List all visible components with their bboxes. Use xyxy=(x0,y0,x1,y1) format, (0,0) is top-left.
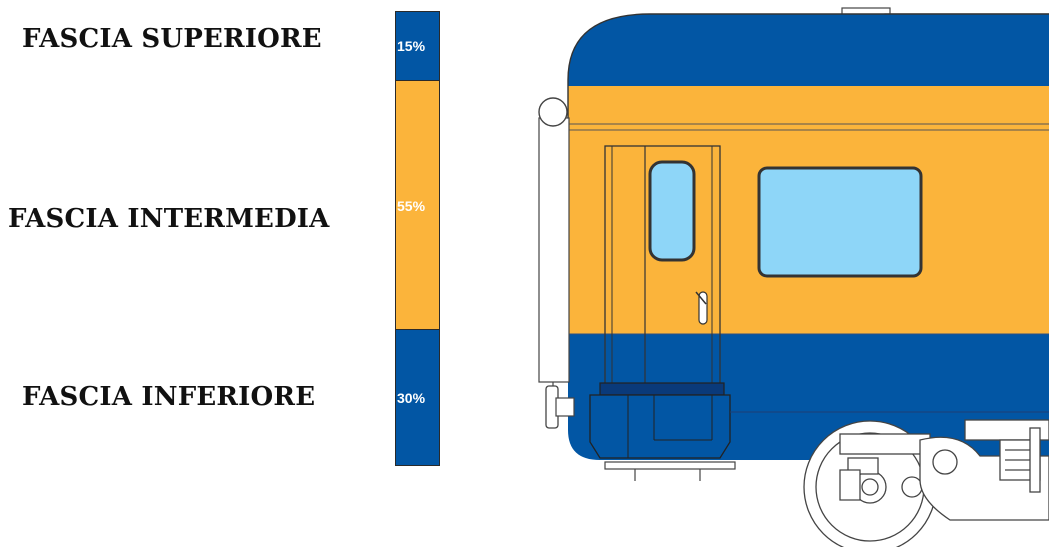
proportion-bar: 15% 55% 30% xyxy=(395,11,440,466)
proportion-segment-top: 15% xyxy=(396,12,439,80)
percent-label-bottom: 30% xyxy=(397,390,426,406)
door-step xyxy=(589,382,736,481)
band-label-intermediate: FASCIA INTERMEDIA xyxy=(8,204,330,234)
buffer xyxy=(545,385,575,429)
coach-body xyxy=(568,14,1049,460)
proportion-segment-intermediate: 55% xyxy=(396,80,439,329)
band-label-top: FASCIA SUPERIORE xyxy=(22,24,322,54)
vestibule-connection xyxy=(538,97,570,392)
door-window xyxy=(648,160,696,262)
percent-label-top: 15% xyxy=(397,38,426,54)
band-label-bottom: FASCIA INFERIORE xyxy=(22,382,316,412)
passenger-window xyxy=(757,166,923,278)
percent-label-intermediate: 55% xyxy=(397,198,426,214)
coach-band-top xyxy=(568,14,1049,86)
door-handle-icon xyxy=(695,291,708,325)
bogie xyxy=(803,419,1049,547)
proportion-segment-bottom: 30% xyxy=(396,329,439,465)
